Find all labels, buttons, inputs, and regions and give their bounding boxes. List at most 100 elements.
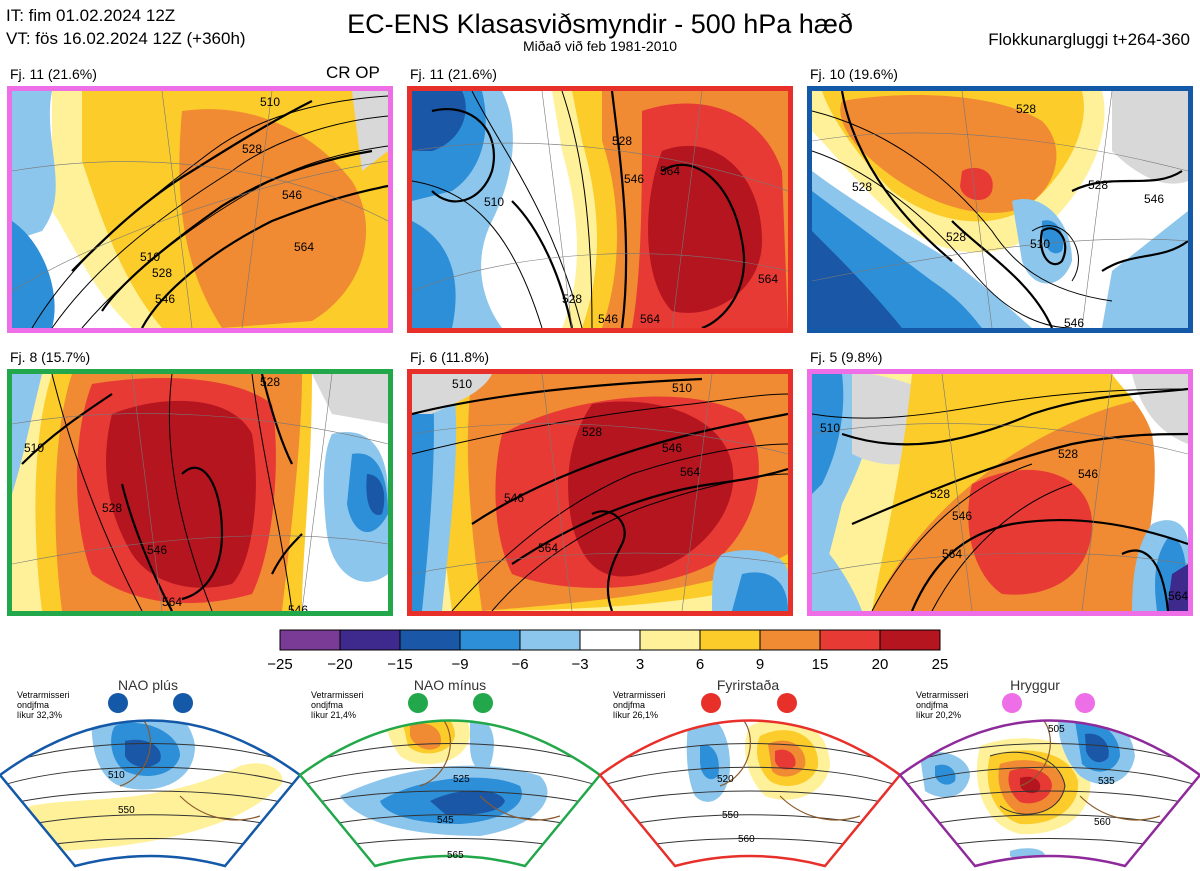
contour-label: 528 <box>260 375 280 389</box>
page-subtitle: Miðað við feb 1981-2010 <box>522 38 678 54</box>
contour-label: 528 <box>1058 447 1078 461</box>
regime-contour-label: 560 <box>738 834 755 845</box>
regime-contour-label: 505 <box>1048 724 1065 735</box>
colorbar-tick-label: 3 <box>636 656 644 673</box>
contour-label: 528 <box>852 180 872 194</box>
regime-note-line: ondjfma <box>17 700 49 710</box>
contour-label: 528 <box>582 425 602 439</box>
cluster-map-2: 510 528 546 564 564 528 546 564 <box>407 86 793 333</box>
contour-label: 528 <box>102 501 122 515</box>
contour-label: 564 <box>680 465 700 479</box>
colorbar-tick-label: 6 <box>696 656 704 673</box>
contour-label: 510 <box>484 195 504 209</box>
regime-title: NAO plús <box>118 677 178 693</box>
regime-nao-plus: 510 550 NAO plús Vetrarmisseri ondjfma l… <box>0 677 302 868</box>
contour-label: 564 <box>162 595 182 609</box>
contour-label: 528 <box>946 230 966 244</box>
page-title: EC-ENS Klasasviðsmyndir - 500 hPa hæð <box>347 9 853 39</box>
regime-note-line: Vetrarmisseri <box>311 690 364 700</box>
regime-contour-label: 535 <box>1098 776 1115 787</box>
colorbar-tick-label: −6 <box>511 656 528 673</box>
regime-note-line: ondjfma <box>613 700 645 710</box>
contour-label: 528 <box>242 142 262 156</box>
regime-title: Fyrirstaða <box>717 677 779 693</box>
contour-label: 546 <box>624 172 644 186</box>
cluster-label-6: Fj. 5 (9.8%) <box>810 349 883 365</box>
contour-label: 564 <box>294 240 314 254</box>
colorbar-tick-label: 20 <box>872 656 889 673</box>
colorbar-swatch <box>699 629 761 651</box>
cluster-map-6-svg: 510 528 528 546 546 564 564 <box>812 374 1188 611</box>
colorbar-swatch <box>639 629 701 651</box>
regime-contour-label: 520 <box>717 774 734 785</box>
contour-label: 510 <box>260 95 280 109</box>
colorbar-tick-label: −9 <box>451 656 468 673</box>
weather-regime-maps: 510 550 NAO plús Vetrarmisseri ondjfma l… <box>0 677 1200 868</box>
colorbar-tick-label: −25 <box>267 656 292 673</box>
colorbar-tick-label: −20 <box>327 656 352 673</box>
cluster-map-6: 510 528 528 546 546 564 564 <box>807 369 1193 616</box>
regime-note-line: Vetrarmisseri <box>916 690 969 700</box>
contour-label: 564 <box>660 164 680 178</box>
regime-note-line: líkur 32,3% <box>17 710 62 720</box>
regime-title: NAO mínus <box>414 677 486 693</box>
colorbar-swatch <box>459 629 521 651</box>
regime-title: Hryggur <box>1010 677 1060 693</box>
colorbar-tick-label: −15 <box>387 656 412 673</box>
contour-label: 546 <box>662 441 682 455</box>
contour-label: 510 <box>140 250 160 264</box>
colorbar-swatch <box>819 629 881 651</box>
regime-note-line: ondjfma <box>916 700 948 710</box>
colorbar-tick-label: 15 <box>812 656 829 673</box>
regime-dot <box>1002 693 1022 713</box>
regime-contour-label: 550 <box>118 805 135 816</box>
contour-label: 546 <box>155 292 175 306</box>
regime-note-line: líkur 21,4% <box>311 710 356 720</box>
regime-dot <box>473 693 493 713</box>
colorbar-swatch <box>759 629 821 651</box>
cluster-map-1-svg: 510 528 546 564 510 528 546 <box>12 91 388 328</box>
cluster-label-4: Fj. 8 (15.7%) <box>10 349 91 365</box>
cluster-label-2: Fj. 11 (21.6%) <box>410 66 497 82</box>
contour-label: 546 <box>1064 316 1084 328</box>
run-info: IT: fim 01.02.2024 12Z VT: fös 16.02.202… <box>6 4 246 50</box>
contour-label: 546 <box>147 543 167 557</box>
colorbar-tick-label: −3 <box>571 656 588 673</box>
contour-label: 546 <box>952 509 972 523</box>
regime-note-line: líkur 26,1% <box>613 710 658 720</box>
contour-label: 564 <box>538 541 558 555</box>
cluster-map-1: 510 528 546 564 510 528 546 <box>7 86 393 333</box>
contour-label: 564 <box>942 547 962 561</box>
contour-label: 546 <box>1144 192 1164 206</box>
regime-dot <box>173 693 193 713</box>
cluster-map-5: 510 510 528 546 564 546 564 <box>407 369 793 616</box>
colorbar-tick-label: 9 <box>756 656 764 673</box>
cluster-map-5-svg: 510 510 528 546 564 546 564 <box>412 374 788 611</box>
contour-label: 528 <box>930 487 950 501</box>
cluster-map-2-svg: 510 528 546 564 564 528 546 564 <box>412 91 788 328</box>
init-time: IT: fim 01.02.2024 12Z <box>6 6 176 25</box>
cluster-map-3: 528 528 528 510 528 546 546 <box>807 86 1193 333</box>
regime-note-line: Vetrarmisseri <box>17 690 70 700</box>
regime-contour-label: 525 <box>453 774 470 785</box>
contour-label: 528 <box>1088 178 1108 192</box>
contour-label: 510 <box>24 441 44 455</box>
regime-dot <box>701 693 721 713</box>
contour-label: 528 <box>152 266 172 280</box>
cluster-extra-label: CR OP <box>326 63 380 82</box>
regime-contour-label: 545 <box>437 815 454 826</box>
colorbar-swatch <box>879 629 941 651</box>
contour-label: 528 <box>612 134 632 148</box>
regime-contour-label: 565 <box>447 850 464 861</box>
colorbar-swatch <box>519 629 581 651</box>
colorbar-swatch <box>579 629 641 651</box>
contour-label: 528 <box>562 292 582 306</box>
contour-label: 510 <box>452 377 472 391</box>
regime-contour-label: 550 <box>722 810 739 821</box>
regime-dot <box>777 693 797 713</box>
contour-label: 546 <box>282 188 302 202</box>
contour-label: 546 <box>1078 467 1098 481</box>
cluster-label-5: Fj. 6 (11.8%) <box>410 349 490 365</box>
colorbar: −25 −20 −15 −9 −6 −3 3 6 9 15 20 25 <box>267 629 948 673</box>
colorbar-swatch <box>279 629 341 651</box>
